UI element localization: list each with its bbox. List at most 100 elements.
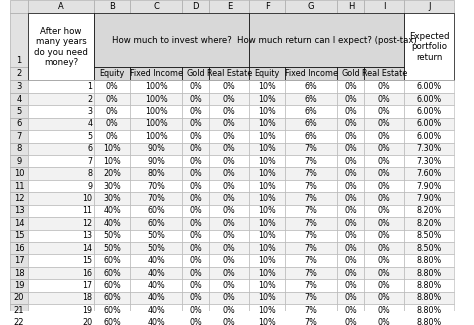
Bar	[249, 242, 285, 254]
Text: After how
many years
do you need
money?: After how many years do you need money?	[34, 27, 88, 67]
Text: 60%: 60%	[103, 293, 121, 303]
Text: 0%: 0%	[190, 169, 202, 178]
Bar	[209, 279, 249, 292]
Bar	[249, 13, 404, 67]
Text: 0%: 0%	[345, 244, 357, 253]
Text: 22: 22	[14, 318, 24, 325]
Bar	[27, 292, 94, 304]
Bar	[337, 155, 364, 167]
Bar	[182, 167, 209, 180]
Text: 4: 4	[88, 119, 92, 128]
Text: 0%: 0%	[190, 293, 202, 303]
Bar	[27, 267, 94, 279]
Text: 10%: 10%	[258, 82, 276, 91]
Bar	[337, 279, 364, 292]
Bar	[285, 143, 337, 155]
Bar	[182, 118, 209, 130]
Bar	[404, 143, 454, 155]
Text: 0%: 0%	[378, 293, 391, 303]
Text: 10%: 10%	[258, 256, 276, 265]
Bar	[249, 67, 285, 80]
Text: 0%: 0%	[345, 293, 357, 303]
Text: 1: 1	[16, 56, 21, 65]
Text: 10%: 10%	[258, 231, 276, 240]
Text: 6.00%: 6.00%	[417, 95, 442, 103]
Bar	[182, 180, 209, 192]
Bar	[404, 304, 454, 317]
Bar	[209, 267, 249, 279]
Text: 6: 6	[88, 144, 92, 153]
Bar	[249, 267, 285, 279]
Bar	[337, 80, 364, 93]
Text: 7%: 7%	[305, 219, 318, 228]
Bar	[10, 0, 27, 13]
Bar	[337, 105, 364, 118]
Text: 8.20%: 8.20%	[417, 219, 442, 228]
Bar	[10, 267, 27, 279]
Bar	[94, 205, 130, 217]
Text: 0%: 0%	[378, 244, 391, 253]
Text: 6%: 6%	[305, 82, 318, 91]
Bar	[285, 267, 337, 279]
Text: 0%: 0%	[106, 82, 118, 91]
Text: 0%: 0%	[345, 194, 357, 203]
Bar	[404, 0, 454, 13]
Text: 0%: 0%	[378, 231, 391, 240]
Text: 0%: 0%	[345, 281, 357, 290]
Text: 7.90%: 7.90%	[417, 182, 442, 190]
Bar	[337, 254, 364, 267]
Text: 100%: 100%	[145, 119, 167, 128]
Text: 0%: 0%	[190, 144, 202, 153]
Bar	[130, 292, 182, 304]
Bar	[10, 93, 27, 105]
Text: 20: 20	[82, 318, 92, 325]
Text: 0%: 0%	[190, 157, 202, 166]
Bar	[94, 80, 130, 93]
Text: 0%: 0%	[378, 256, 391, 265]
Bar	[209, 118, 249, 130]
Text: C: C	[153, 2, 159, 11]
Text: 0%: 0%	[190, 119, 202, 128]
Text: 0%: 0%	[223, 293, 236, 303]
Bar	[285, 118, 337, 130]
Text: 0%: 0%	[378, 182, 391, 190]
Text: 0%: 0%	[345, 318, 357, 325]
Bar	[10, 205, 27, 217]
Text: 0%: 0%	[378, 119, 391, 128]
Text: 60%: 60%	[147, 206, 165, 215]
Text: 0%: 0%	[378, 95, 391, 103]
Text: 0%: 0%	[223, 169, 236, 178]
Bar	[285, 317, 337, 325]
Bar	[10, 317, 27, 325]
Text: 30%: 30%	[103, 194, 121, 203]
Bar	[364, 317, 404, 325]
Text: 0%: 0%	[190, 206, 202, 215]
Text: 7%: 7%	[305, 281, 318, 290]
Text: 0%: 0%	[345, 169, 357, 178]
Text: 0%: 0%	[378, 82, 391, 91]
Bar	[94, 0, 130, 13]
Bar	[27, 180, 94, 192]
Bar	[364, 143, 404, 155]
Bar	[364, 0, 404, 13]
Text: 0%: 0%	[378, 281, 391, 290]
Bar	[27, 229, 94, 242]
Bar	[337, 317, 364, 325]
Text: 0%: 0%	[223, 231, 236, 240]
Text: 8.50%: 8.50%	[417, 244, 442, 253]
Bar	[27, 0, 94, 13]
Bar	[10, 180, 27, 192]
Text: 0%: 0%	[190, 82, 202, 91]
Text: F: F	[264, 2, 270, 11]
Bar	[130, 242, 182, 254]
Text: 40%: 40%	[147, 293, 165, 303]
Bar	[209, 180, 249, 192]
Bar	[285, 229, 337, 242]
Bar	[364, 155, 404, 167]
Bar	[130, 118, 182, 130]
Bar	[249, 130, 285, 143]
Text: 12: 12	[82, 219, 92, 228]
Text: 15: 15	[82, 256, 92, 265]
Text: 0%: 0%	[378, 169, 391, 178]
Text: 7: 7	[87, 157, 92, 166]
